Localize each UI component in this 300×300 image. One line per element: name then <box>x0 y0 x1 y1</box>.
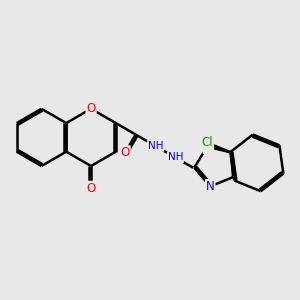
Text: NH: NH <box>167 152 183 162</box>
Text: N: N <box>206 180 214 193</box>
Text: S: S <box>203 140 211 153</box>
Text: O: O <box>86 182 96 195</box>
Text: O: O <box>86 102 96 115</box>
Text: Cl: Cl <box>202 136 213 149</box>
Text: O: O <box>121 146 130 159</box>
Text: NH: NH <box>148 141 163 151</box>
